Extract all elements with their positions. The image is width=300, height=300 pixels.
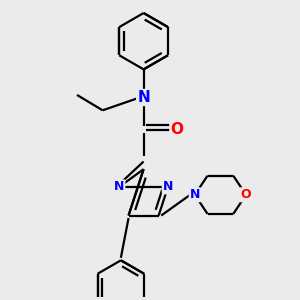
Text: N: N	[114, 180, 124, 194]
Text: O: O	[170, 122, 183, 137]
Text: N: N	[137, 90, 150, 105]
Text: N: N	[163, 180, 173, 194]
Text: O: O	[241, 188, 251, 201]
Text: N: N	[190, 188, 200, 201]
